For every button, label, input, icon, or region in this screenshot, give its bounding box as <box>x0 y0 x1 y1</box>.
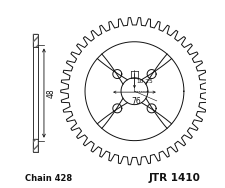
Bar <box>33 34 38 47</box>
Text: 10.25: 10.25 <box>135 79 152 84</box>
Text: JTR 1410: JTR 1410 <box>148 173 200 183</box>
Text: 76: 76 <box>131 97 141 106</box>
Bar <box>33 139 38 152</box>
Text: 48: 48 <box>46 88 55 98</box>
Text: Chain 428: Chain 428 <box>25 174 72 183</box>
